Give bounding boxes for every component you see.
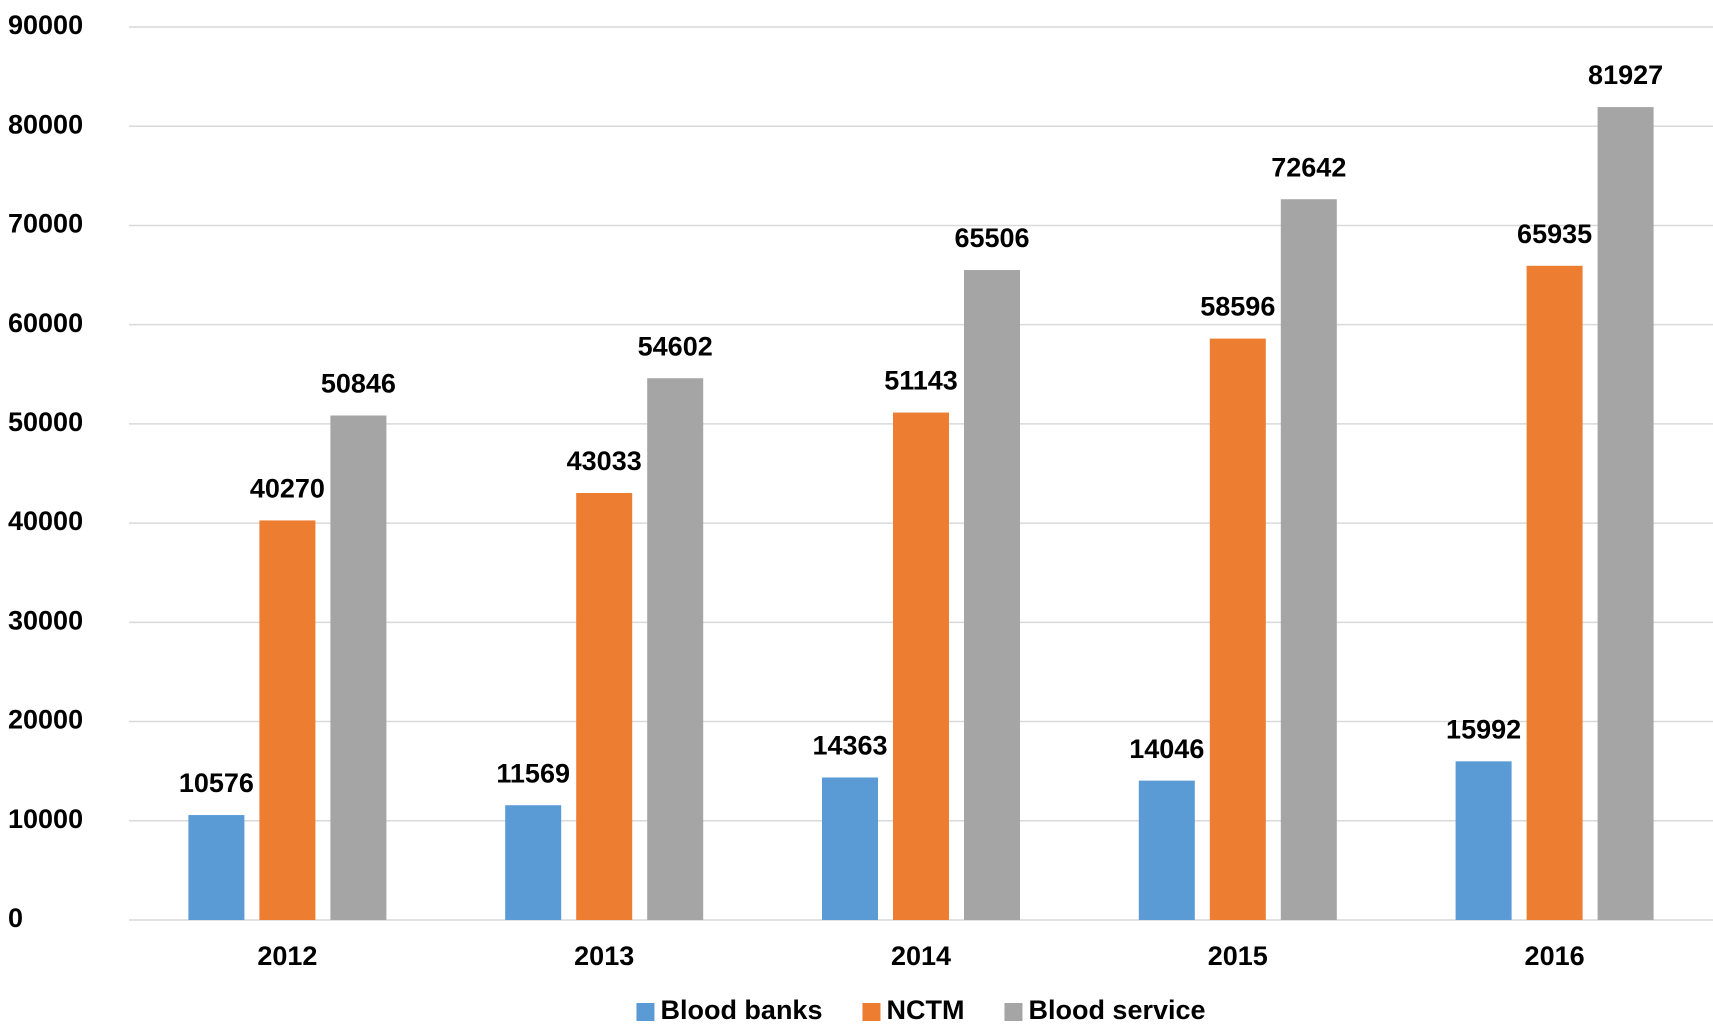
y-tick-label: 20000 — [8, 705, 83, 735]
x-tick-label: 2015 — [1208, 941, 1268, 971]
bar — [259, 520, 316, 920]
value-label: 11569 — [496, 758, 570, 788]
y-tick-label: 40000 — [8, 506, 83, 536]
legend-swatch — [862, 1003, 881, 1021]
value-label: 51143 — [884, 366, 958, 396]
bar — [1526, 265, 1583, 920]
value-label: 14046 — [1129, 734, 1204, 764]
bar — [188, 815, 245, 920]
value-label: 40270 — [250, 474, 325, 504]
x-tick-label: 2012 — [257, 941, 317, 971]
y-tick-label: 50000 — [8, 407, 83, 437]
y-tick-label: 30000 — [8, 605, 83, 635]
bar — [1138, 780, 1195, 920]
value-label: 10576 — [179, 768, 254, 798]
legend-swatch — [1004, 1003, 1023, 1021]
value-label: 15992 — [1446, 714, 1521, 744]
value-label: 14363 — [812, 731, 887, 761]
y-tick-label: 80000 — [8, 109, 83, 139]
bar — [1280, 199, 1337, 921]
bar — [1455, 761, 1512, 920]
y-tick-label: 10000 — [8, 804, 83, 834]
bar — [647, 378, 704, 921]
legend-label: NCTM — [886, 995, 964, 1025]
legend-swatch — [636, 1003, 655, 1021]
bar — [505, 805, 562, 920]
bar — [822, 777, 878, 920]
value-label: 65506 — [954, 223, 1029, 253]
value-label: 58596 — [1200, 292, 1275, 322]
x-tick-label: 2014 — [891, 941, 951, 971]
bar — [576, 493, 633, 920]
y-tick-label: 0 — [8, 903, 23, 933]
legend-label: Blood service — [1028, 995, 1205, 1025]
y-tick-label: 60000 — [8, 308, 83, 338]
value-label: 72642 — [1271, 152, 1346, 182]
value-label: 81927 — [1588, 60, 1663, 90]
bar — [1209, 338, 1266, 920]
value-label: 54602 — [638, 331, 713, 361]
value-label: 65935 — [1517, 219, 1592, 249]
value-label: 43033 — [567, 446, 642, 476]
value-label: 50846 — [321, 369, 396, 399]
bar — [893, 412, 949, 920]
bar — [1597, 107, 1654, 920]
x-tick-label: 2016 — [1525, 941, 1585, 971]
legend-label: Blood banks — [660, 995, 822, 1025]
y-tick-label: 90000 — [8, 10, 83, 40]
bar — [330, 415, 387, 920]
bar — [964, 270, 1020, 920]
y-tick-label: 70000 — [8, 209, 83, 239]
x-tick-label: 2013 — [574, 941, 634, 971]
